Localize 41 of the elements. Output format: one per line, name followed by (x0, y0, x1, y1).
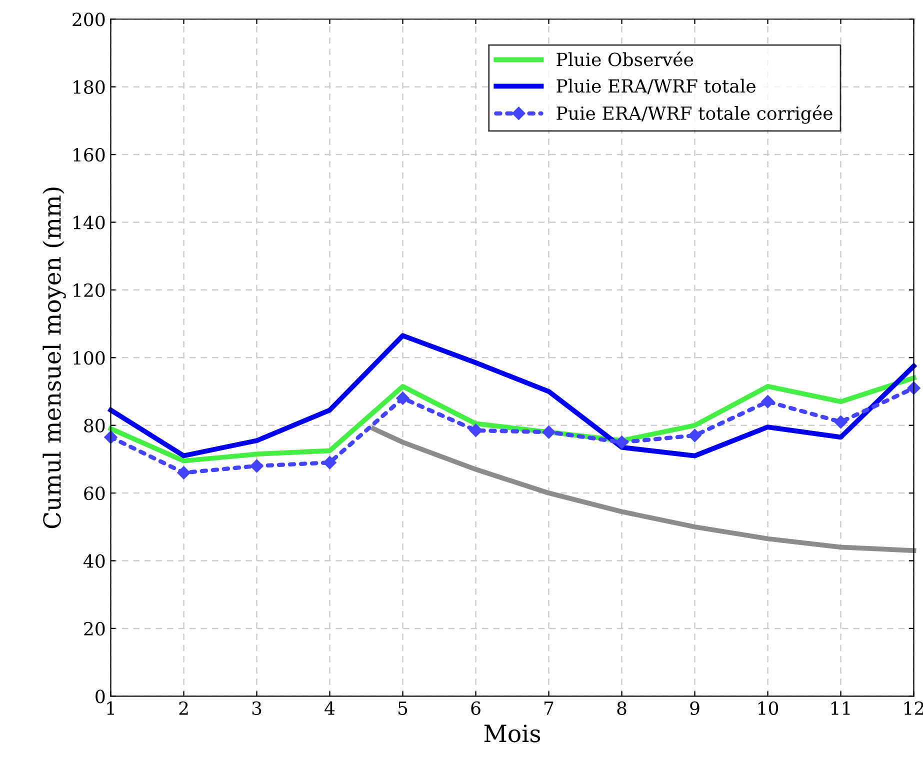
y-tick-label: 80 (84, 418, 105, 432)
y-tick-label: 140 (74, 216, 105, 230)
x-tick-label: 2 (179, 701, 188, 715)
point (615, 436, 628, 449)
y-tick-label: 180 (74, 80, 105, 94)
y-tick-label: 200 (72, 12, 105, 26)
y-tick-label: 0 (96, 690, 105, 704)
point (834, 415, 848, 429)
point (542, 426, 556, 439)
line-series (108, 376, 916, 464)
x-tick-label: 9 (690, 701, 700, 715)
x-tick-label: 4 (324, 701, 335, 715)
y-tick-label: 100 (74, 351, 105, 365)
legend-label: Pluie Observée (556, 52, 694, 66)
point (250, 459, 264, 473)
y-tick-label: 160 (74, 148, 105, 162)
x-axis-title: Mois (484, 724, 540, 742)
x-tick-label: 11 (831, 701, 850, 715)
x-tick-label: 6 (471, 701, 480, 715)
legend-label: Puie ERA/WRF totale corrigée (556, 105, 832, 124)
x-tick-label: 8 (617, 701, 626, 715)
y-tick-label: 40 (83, 554, 105, 568)
point (396, 392, 410, 405)
point (469, 424, 482, 438)
point (688, 428, 702, 442)
y-tick-label: 60 (84, 486, 105, 500)
x-tick-label: 3 (252, 701, 262, 715)
point (761, 395, 774, 408)
legend-label: Pluie ERA/WRF totale (556, 78, 756, 94)
x-tick-label: 10 (758, 701, 778, 715)
x-tick-label: 5 (398, 702, 408, 715)
x-tick-label: 1 (107, 701, 114, 715)
x-tick-label: 7 (544, 702, 554, 715)
y-tick-label: 20 (84, 622, 105, 636)
line-series (371, 426, 916, 554)
point (323, 456, 336, 470)
y-axis-title: Cumul mensuel moyen (mm) (42, 188, 66, 528)
line-series (108, 333, 916, 458)
y-tick-label: 120 (74, 283, 105, 298)
x-tick-label: 12 (904, 701, 923, 715)
point (177, 466, 190, 480)
